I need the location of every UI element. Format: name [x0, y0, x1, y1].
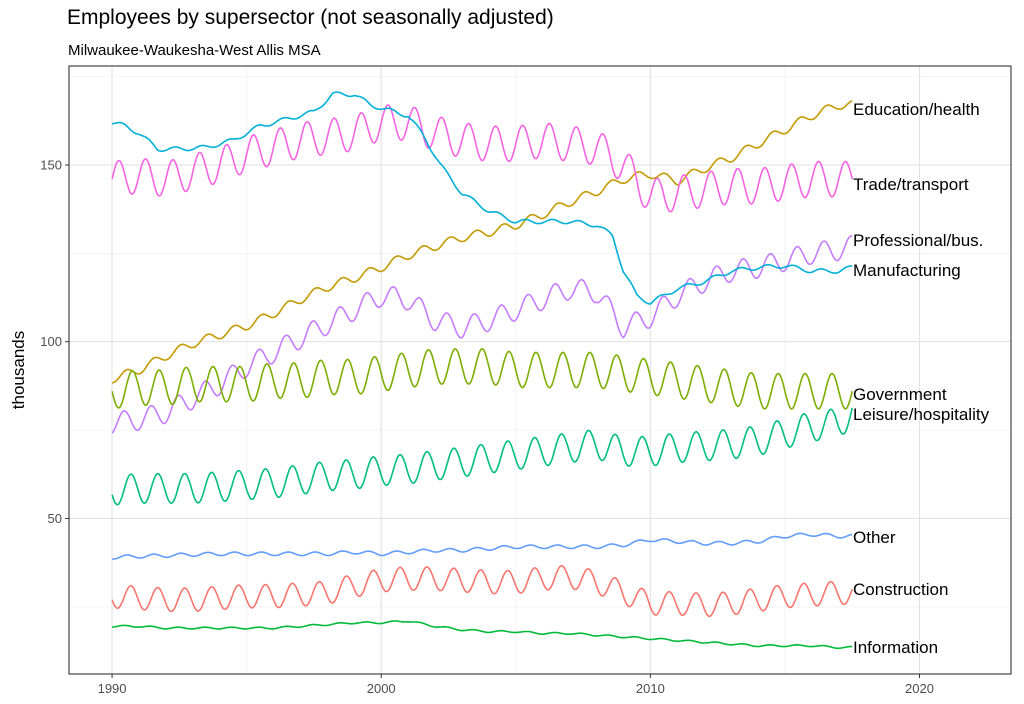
series-line-trade-transport: [111, 104, 853, 213]
series-line-education-health: [111, 100, 853, 384]
series-label-education-health: Education/health: [853, 100, 980, 119]
plot-border: [68, 65, 1012, 675]
series-line-manufacturing: [111, 91, 853, 305]
series-label-manufacturing: Manufacturing: [853, 261, 961, 280]
series-label-trade-transport: Trade/transport: [853, 175, 969, 194]
series-label-professional-bus: Professional/bus.: [853, 231, 983, 250]
series-line-leisure-hospitality: [111, 407, 853, 506]
series-label-leisure-hospitality: Leisure/hospitality: [853, 405, 990, 424]
y-tick-label: 150: [40, 157, 62, 172]
series-line-information: [112, 620, 853, 650]
series-line-government: [111, 347, 853, 410]
y-tick-label: 50: [48, 511, 62, 526]
y-axis-title: thousands: [9, 331, 28, 409]
chart-title: Employees by supersector (not seasonally…: [67, 6, 554, 29]
series-label-other: Other: [853, 528, 896, 547]
x-tick-label: 1990: [98, 681, 127, 696]
y-tick-label: 100: [40, 334, 62, 349]
x-tick-label: 2000: [367, 681, 396, 696]
x-tick-label: 2010: [636, 681, 665, 696]
plot-panel: [69, 66, 1011, 674]
series-label-construction: Construction: [853, 580, 948, 599]
series-line-construction: [111, 564, 853, 618]
series-label-government: Government: [853, 385, 947, 404]
chart-subtitle: Milwaukee-Waukesha-West Allis MSA: [68, 42, 321, 59]
series-label-information: Information: [853, 638, 938, 657]
x-tick-label: 2020: [905, 681, 934, 696]
series-line-other: [112, 532, 853, 560]
series-line-professional-bus: [111, 235, 853, 434]
